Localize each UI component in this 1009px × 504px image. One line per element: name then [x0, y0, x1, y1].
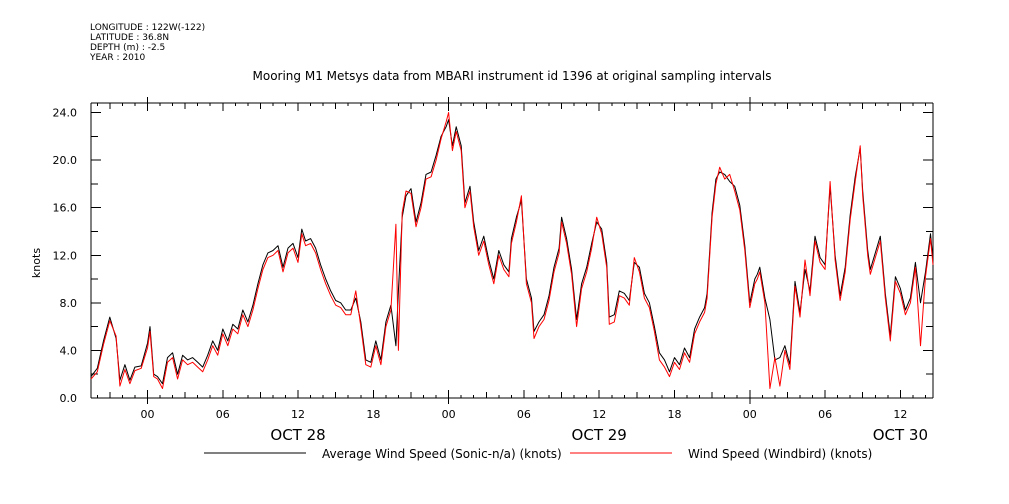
y-tick-label: 20.0 — [53, 154, 78, 167]
latitude-label: LATITUDE : 36.8N — [90, 33, 169, 43]
plot-axes: 0.0 4.0 8.0 12.0 16.0 20.0 24.0 00 06 12 18 00 06 12 1… — [53, 97, 934, 444]
x-tick-label: 18 — [668, 408, 682, 421]
metadata-header: LONGITUDE : 122W(-122) LATITUDE : 36.8N … — [89, 23, 205, 63]
year-label: YEAR : 2010 — [89, 53, 146, 63]
x-tick-label: 00 — [140, 408, 154, 421]
x-tick-label: 06 — [517, 408, 531, 421]
y-tick-label: 8.0 — [60, 297, 78, 310]
x-tick-label: 12 — [893, 408, 907, 421]
y-tick-label: 4.0 — [60, 344, 78, 357]
longitude-label: LONGITUDE : 122W(-122) — [90, 23, 205, 33]
x-tick-label: 06 — [216, 408, 230, 421]
day-label: OCT 30 — [873, 426, 928, 444]
legend-label-windbird: Wind Speed (Windbird) (knots) — [688, 447, 872, 461]
x-tick-label: 12 — [291, 408, 305, 421]
x-tick-label: 06 — [818, 408, 832, 421]
x-tick-label: 00 — [442, 408, 456, 421]
y-tick-label: 24.0 — [53, 107, 78, 120]
y-tick-label: 12.0 — [53, 249, 78, 262]
windbird-wind-speed-line — [90, 112, 934, 389]
x-tick-label: 18 — [366, 408, 380, 421]
day-label: OCT 29 — [572, 426, 627, 444]
depth-label: DEPTH (m) : -2.5 — [90, 43, 165, 53]
legend-label-average: Average Wind Speed (Sonic-n/a) (knots) — [322, 447, 562, 461]
average-wind-speed-line — [90, 119, 934, 385]
y-tick-label: 0.0 — [60, 392, 78, 405]
day-label: OCT 28 — [270, 426, 325, 444]
y-tick-label: 16.0 — [53, 202, 78, 215]
legend: Average Wind Speed (Sonic-n/a) (knots) W… — [204, 447, 872, 461]
x-tick-label: 12 — [592, 408, 606, 421]
chart-title: Mooring M1 Metsys data from MBARI instru… — [253, 69, 772, 83]
series-layer — [90, 112, 934, 389]
y-axis-label: knots — [30, 248, 43, 278]
x-tick-label: 00 — [743, 408, 757, 421]
